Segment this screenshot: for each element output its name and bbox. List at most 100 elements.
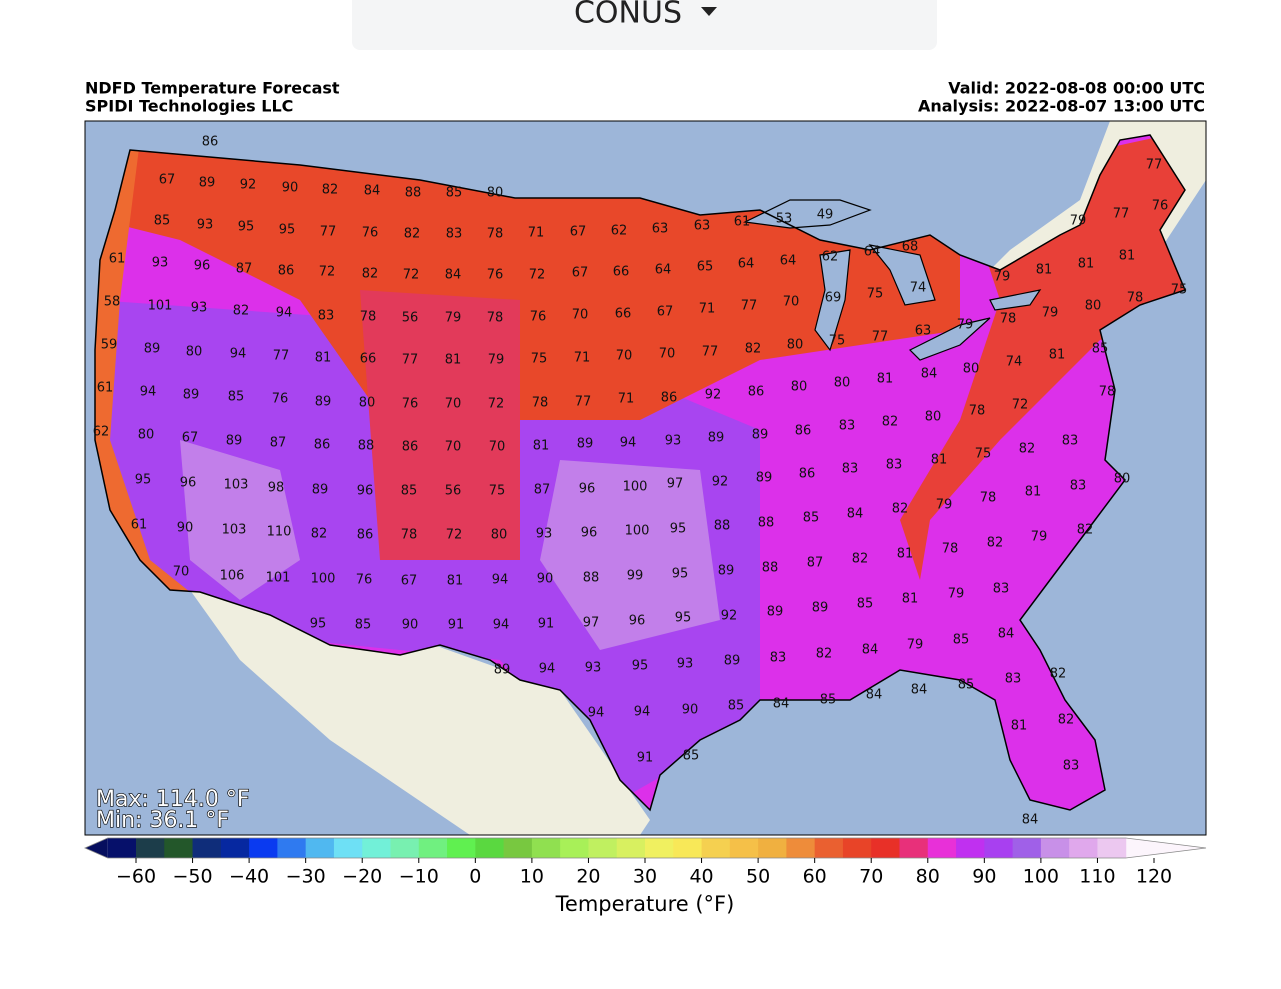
station-temperature: 86: [202, 135, 219, 150]
station-temperature: 81: [1036, 263, 1053, 278]
station-temperature: 70: [445, 397, 462, 412]
station-temperature: 94: [634, 705, 651, 720]
station-temperature: 88: [405, 186, 422, 201]
station-temperature: 56: [445, 484, 462, 499]
station-temperature: 100: [623, 480, 648, 495]
station-temperature: 81: [445, 353, 462, 368]
colorbar-tick-label: 40: [689, 866, 713, 888]
station-temperature: 66: [613, 265, 630, 280]
region-dropdown[interactable]: CONUS: [352, 0, 937, 50]
station-temperature: 89: [226, 434, 243, 449]
station-temperature: 75: [489, 484, 506, 499]
great-lakes: [742, 199, 1042, 361]
station-temperature: 77: [575, 395, 592, 410]
station-temperature: 49: [817, 208, 834, 223]
station-temperature: 89: [812, 601, 829, 616]
station-temperature: 92: [721, 609, 738, 624]
credit: SPIDI Technologies LLC: [85, 97, 293, 116]
station-temperature: 89: [708, 431, 725, 446]
colorbar-segment: [136, 838, 165, 858]
station-temperature: 62: [822, 250, 839, 265]
station-temperature: 77: [702, 345, 719, 360]
station-temperature: 93: [677, 657, 694, 672]
station-temperature: 94: [493, 618, 510, 633]
station-temperature: 87: [236, 262, 253, 277]
station-temperature: 94: [230, 347, 247, 362]
station-temperature: 77: [320, 225, 337, 240]
station-temperature: 81: [533, 439, 550, 454]
station-temperature: 85: [1092, 342, 1109, 357]
station-temperature: 92: [240, 178, 257, 193]
dropdown-box[interactable]: [352, 0, 937, 50]
station-temperature: 78: [980, 491, 997, 506]
station-temperature: 62: [93, 425, 110, 440]
station-temperature: 93: [197, 218, 214, 233]
station-temperature: 84: [773, 697, 790, 712]
colorbar-segment: [531, 838, 561, 858]
mexico: [190, 590, 650, 835]
station-temperature: 84: [866, 688, 883, 703]
station-temperature: 96: [579, 482, 596, 497]
station-temperature: 90: [537, 572, 554, 587]
colorbar-segment: [786, 838, 816, 858]
station-temperature: 81: [931, 453, 948, 468]
station-temperature: 90: [402, 618, 419, 633]
colorbar-segment: [729, 838, 759, 858]
dropdown-caret[interactable]: [701, 7, 717, 16]
colorbar-segment: [220, 838, 250, 858]
station-temperature: 91: [448, 618, 465, 633]
station-temperature: 89: [752, 428, 769, 443]
station-temperature: 83: [993, 582, 1010, 597]
station-temperature: 79: [957, 318, 974, 333]
station-temperature: 95: [135, 473, 152, 488]
station-temperature: 64: [655, 263, 672, 278]
station-temperature: 70: [445, 440, 462, 455]
station-temperature: 82: [882, 415, 899, 430]
station-temperature: 65: [697, 260, 714, 275]
station-temperature: 82: [1077, 523, 1094, 538]
station-temperature: 78: [942, 542, 959, 557]
station-temperature: 91: [637, 751, 654, 766]
colorbar-segment: [701, 838, 731, 858]
station-temperature: 85: [446, 186, 463, 201]
station-temperature: 85: [803, 511, 820, 526]
station-temperature: 63: [694, 219, 711, 234]
station-temperature: 72: [488, 397, 505, 412]
station-temperature: 90: [177, 521, 194, 536]
colorbar-tick-label: −20: [342, 866, 382, 888]
station-temperature: 84: [445, 268, 462, 283]
station-temperature: 80: [834, 376, 851, 391]
colorbar-segment: [418, 838, 448, 858]
station-temperature: 62: [611, 224, 628, 239]
dropdown-label[interactable]: CONUS: [574, 0, 682, 31]
station-temperature: 89: [144, 342, 161, 357]
colorbar-tick-label: −10: [399, 866, 439, 888]
colorbar-segment: [842, 838, 872, 858]
station-temperature: 78: [532, 396, 549, 411]
colorbar-segment: [333, 838, 363, 858]
colorbar-segment: [588, 838, 618, 858]
station-temperature: 87: [807, 556, 824, 571]
title: NDFD Temperature Forecast: [85, 79, 340, 98]
station-temperature: 95: [279, 223, 296, 238]
colorbar-over: [1125, 838, 1206, 858]
station-temperature: 89: [199, 176, 216, 191]
colorbar-segment: [899, 838, 929, 858]
station-temperature: 85: [228, 390, 245, 405]
station-temperature: 76: [272, 392, 289, 407]
station-temperature: 94: [492, 573, 509, 588]
valid-time: Valid: 2022-08-08 00:00 UTC: [948, 79, 1205, 98]
station-temperature: 89: [312, 483, 329, 498]
station-temperature: 78: [1000, 312, 1017, 327]
station-temperature: 80: [1114, 472, 1131, 487]
station-temperature: 96: [357, 484, 374, 499]
colorbar: −60 −50 −40 −30 −20 −10 0 10 20 30 40 50 60 70 80 90 100…: [84, 837, 1207, 888]
station-temperature: 85: [683, 749, 700, 764]
station-temperature: 80: [963, 362, 980, 377]
station-temperature: 82: [816, 647, 833, 662]
station-temperature: 85: [355, 618, 372, 633]
station-temperature: 72: [319, 265, 336, 280]
colorbar-tick-label: −60: [116, 866, 156, 888]
station-temperature: 89: [315, 395, 332, 410]
station-temperature: 81: [447, 574, 464, 589]
